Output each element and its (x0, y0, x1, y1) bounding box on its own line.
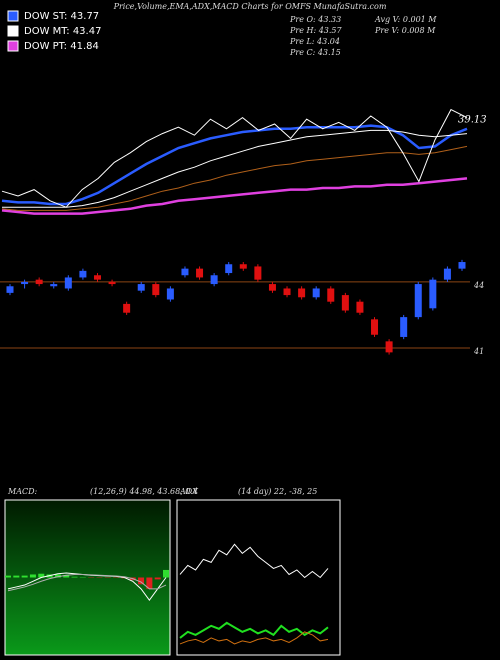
histogram-bar (29, 574, 36, 578)
candle-body (123, 303, 131, 313)
legend-swatch (7, 40, 19, 52)
macd-panel (4, 499, 171, 656)
price-line (1, 124, 468, 206)
macd-line (7, 573, 167, 592)
histogram-bar (13, 575, 20, 578)
candle-body (21, 281, 29, 285)
candle-body (181, 268, 189, 276)
candle-body (341, 295, 349, 311)
candle-body (283, 288, 291, 296)
legend-swatch (7, 25, 19, 37)
annotation: Pre V: 0.008 M (374, 26, 436, 35)
candle-body (225, 264, 233, 274)
histogram-bar (138, 577, 145, 585)
legend-label: DOW MT: 43.47 (24, 26, 101, 37)
histogram-bar (38, 573, 45, 578)
macd-params: (12,26,9) 44.98, 43.68, 0.4 (90, 487, 198, 496)
candle-body (210, 275, 218, 285)
candle-body (458, 262, 466, 269)
candle-body (400, 317, 408, 337)
histogram-bar (146, 577, 153, 589)
legend-label: DOW ST: 43.77 (24, 11, 99, 22)
macd-title: MACD: (7, 487, 38, 496)
candle-body (327, 288, 335, 302)
adx-line (179, 543, 329, 579)
annotation: Pre H: 43.57 (289, 26, 343, 35)
candle-body (443, 268, 451, 280)
candle-body (371, 319, 379, 335)
adx-line (179, 621, 329, 639)
price-line (1, 108, 468, 208)
candle-body (137, 284, 145, 291)
candle-body (356, 301, 364, 313)
candle-body (79, 270, 87, 278)
candle-body (414, 284, 422, 318)
annotation: Pre O: 43.33 (289, 15, 341, 24)
annotation: 39.13 (458, 115, 487, 126)
histogram-bar (154, 577, 161, 580)
candle-body (35, 279, 43, 285)
histogram-bar (5, 575, 11, 578)
legend-swatch (7, 10, 19, 22)
price-line (1, 145, 468, 211)
candle-body (166, 288, 174, 300)
histogram-bar (71, 576, 78, 578)
candle-body (196, 268, 204, 278)
annotation: Pre C: 43.15 (289, 48, 341, 57)
candle-body (239, 264, 247, 269)
chart-title: Price,Volume,EMA,ADX,MACD Charts for OMF… (113, 2, 387, 11)
candle-body (298, 288, 306, 298)
histogram-bar (21, 575, 28, 578)
legend-label: DOW PT: 41.84 (24, 41, 99, 52)
candle-body (6, 286, 14, 293)
histogram-bar (163, 569, 169, 578)
adx-params: (14 day) 22, -38, 25 (238, 487, 317, 496)
price-line (1, 177, 468, 215)
adx-title: ADX (179, 487, 198, 496)
y-tick-label: 44 (473, 281, 484, 290)
candle-body (152, 284, 160, 296)
adx-line (179, 631, 329, 645)
candle-body (108, 281, 116, 285)
candle-body (93, 275, 101, 280)
candle-body (64, 277, 72, 289)
annotation: Pre L: 43.04 (289, 37, 340, 46)
candle-body (268, 284, 276, 291)
candle-body (429, 279, 437, 309)
candle-body (312, 288, 320, 298)
candle-body (254, 266, 262, 280)
annotation: Avg V: 0.001 M (374, 15, 437, 24)
candle-body (385, 341, 393, 353)
histogram-bar (63, 575, 70, 578)
candle-body (50, 284, 58, 287)
histogram-bar (54, 574, 61, 578)
y-tick-label: 41 (473, 347, 484, 356)
